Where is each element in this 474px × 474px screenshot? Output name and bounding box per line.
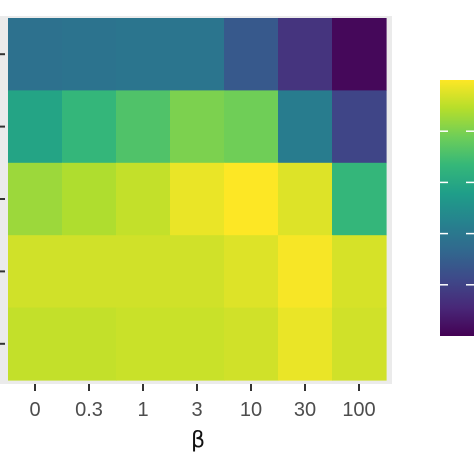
heatmap-cell	[170, 18, 225, 91]
heatmap-cell	[278, 235, 333, 309]
heatmap-cell	[8, 90, 63, 164]
heatmap-cell	[62, 235, 117, 309]
heatmap-cell	[116, 307, 171, 381]
heatmap-cell	[224, 90, 279, 164]
heatmap-cells	[8, 18, 387, 381]
heatmap-cell	[332, 235, 387, 309]
x-tick-label: 30	[294, 399, 316, 421]
heatmap-cell	[278, 18, 333, 91]
heatmap-cell	[8, 18, 63, 91]
heatmap-cell	[332, 307, 387, 381]
x-axis-ticks	[34, 384, 360, 391]
heatmap-cell	[278, 90, 333, 164]
heatmap-cell	[8, 235, 63, 309]
x-axis-title: β	[191, 428, 205, 453]
heatmap-cell	[224, 18, 279, 91]
heatmap-cell	[170, 307, 225, 381]
heatmap-cell	[332, 162, 387, 236]
x-tick-label: 3	[191, 399, 202, 421]
heatmap-cell	[170, 235, 225, 309]
heatmap-cell	[224, 162, 279, 236]
heatmap-cell	[62, 162, 117, 236]
heatmap-cell	[332, 90, 387, 164]
x-tick-label: 100	[342, 399, 375, 421]
heatmap-cell	[116, 90, 171, 164]
heatmap-cell	[170, 90, 225, 164]
heatmap-cell	[224, 235, 279, 309]
heatmap-cell	[332, 18, 387, 91]
heatmap-cell	[116, 235, 171, 309]
colorbar	[440, 80, 474, 336]
heatmap-cell	[62, 307, 117, 381]
heatmap-cell	[278, 307, 333, 381]
colorbar-ticks	[440, 130, 474, 286]
heatmap-cell	[62, 18, 117, 91]
heatmap-cell	[170, 162, 225, 236]
y-axis-ticks	[0, 53, 5, 345]
heatmap-cell	[8, 307, 63, 381]
x-tick-label: 1	[137, 399, 148, 421]
x-tick-label: 0.3	[75, 399, 103, 421]
heatmap-cell	[116, 18, 171, 91]
heatmap-cell	[62, 90, 117, 164]
heatmap-cell	[224, 307, 279, 381]
x-tick-label: 0	[29, 399, 40, 421]
heatmap-cell	[116, 162, 171, 236]
x-axis-tick-labels: 0 0.3 1 3 10 30 100	[29, 399, 375, 421]
heatmap-cell	[278, 162, 333, 236]
x-tick-label: 10	[240, 399, 262, 421]
heatmap-cell	[8, 162, 63, 236]
